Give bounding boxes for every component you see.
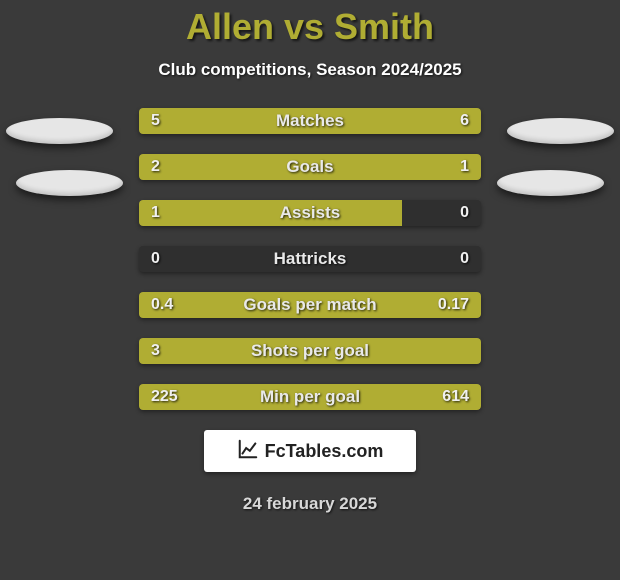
comparison-card: Allen vs Smith Club competitions, Season… [0, 0, 620, 580]
watermark-text: FcTables.com [265, 441, 384, 462]
player-left-badge-1 [6, 118, 113, 144]
date-label: 24 february 2025 [0, 494, 620, 514]
stat-row: Matches56 [139, 108, 481, 134]
chart-icon [237, 438, 259, 465]
stat-row: Min per goal225614 [139, 384, 481, 410]
player-right-badge-1 [507, 118, 614, 144]
watermark: FcTables.com [204, 430, 416, 472]
stat-value-right: 0 [460, 200, 469, 226]
stat-fill-left [139, 108, 283, 134]
stat-fill-right [225, 384, 482, 410]
page-title: Allen vs Smith [0, 6, 620, 48]
stat-fill-right [378, 292, 481, 318]
player-left-badge-2 [16, 170, 123, 196]
stat-row: Assists10 [139, 200, 481, 226]
stat-row: Goals21 [139, 154, 481, 180]
stat-fill-left [139, 200, 402, 226]
stats-area: Matches56Goals21Assists10Hattricks00Goal… [0, 108, 620, 410]
stat-fill-left [139, 292, 378, 318]
stat-fill-left [139, 384, 225, 410]
stat-fill-right [368, 154, 481, 180]
page-subtitle: Club competitions, Season 2024/2025 [0, 60, 620, 80]
stat-value-right: 0 [460, 246, 469, 272]
stat-value-left: 0 [151, 246, 160, 272]
player-right-badge-2 [497, 170, 604, 196]
stat-row: Goals per match0.40.17 [139, 292, 481, 318]
stat-row: Hattricks0 0 [139, 246, 481, 272]
stat-fill-left [139, 154, 368, 180]
stat-fill-left [139, 338, 481, 364]
stat-fill-right [283, 108, 481, 134]
stat-row: Shots per goal3 [139, 338, 481, 364]
stat-label: Hattricks [139, 246, 481, 272]
stat-bars: Matches56Goals21Assists10Hattricks00Goal… [139, 108, 481, 410]
